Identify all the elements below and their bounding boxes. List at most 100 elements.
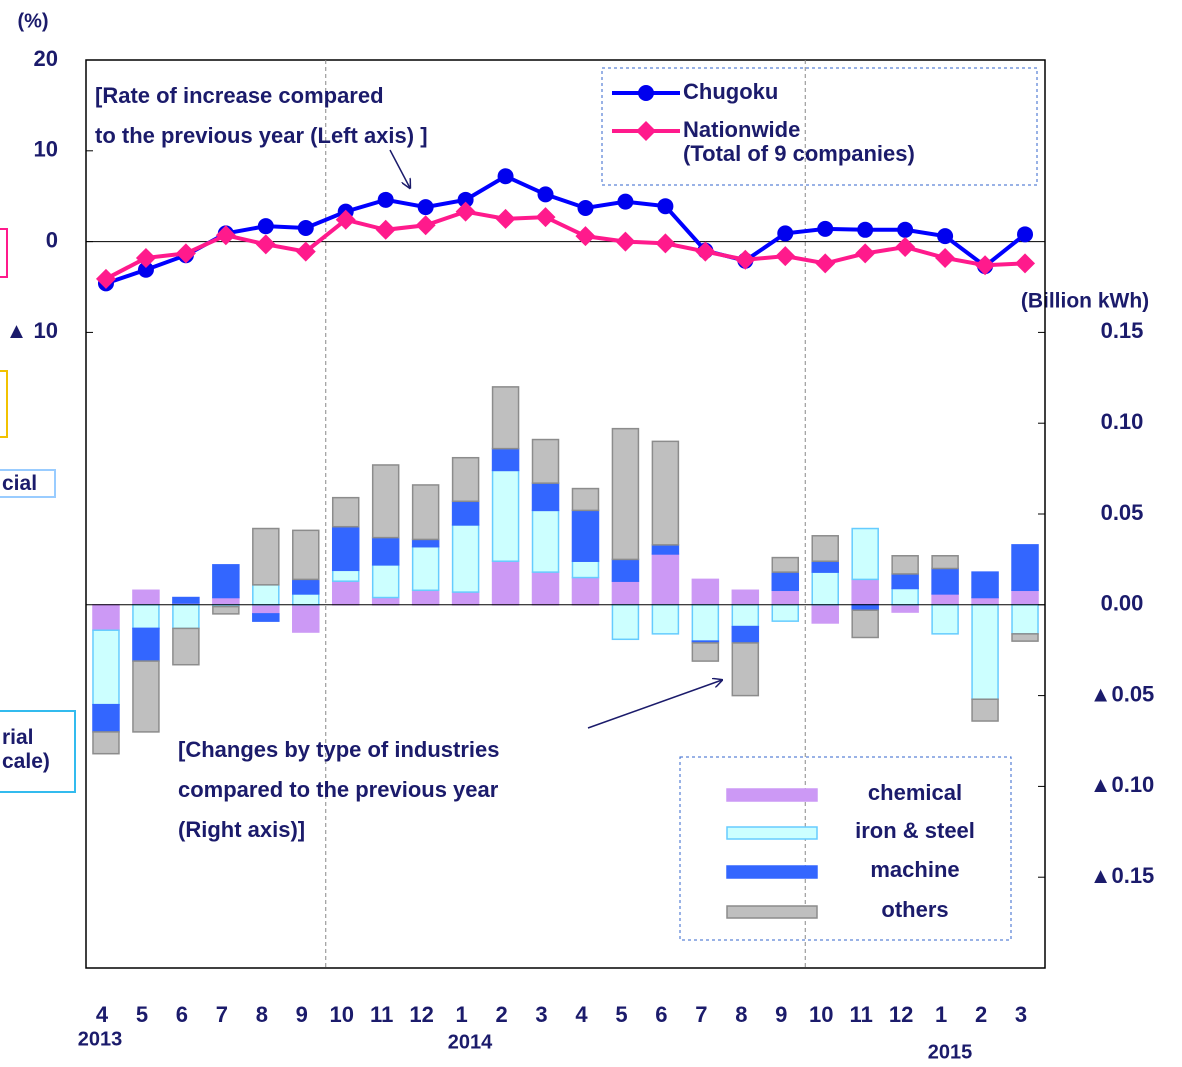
bar-segment	[92, 703, 120, 733]
legend-label: chemical	[867, 780, 963, 805]
bar-segment	[411, 538, 440, 548]
marker	[375, 219, 396, 240]
bar-segment	[971, 571, 999, 599]
bar-segment	[331, 496, 360, 528]
bar-segment	[411, 545, 440, 592]
bar-segment	[451, 591, 480, 606]
marker	[295, 241, 316, 262]
marker	[417, 199, 434, 216]
bar-segment	[531, 482, 560, 512]
y-axis-label: (%)	[17, 10, 48, 32]
bar-segment	[252, 527, 280, 586]
marker	[135, 247, 156, 268]
bar-segment	[851, 527, 879, 581]
bar-segment	[92, 731, 120, 755]
cropped-box	[0, 370, 8, 438]
x-tick-label: 2	[975, 1002, 987, 1027]
bar-segment	[731, 642, 760, 697]
bar-segment	[611, 604, 640, 641]
legend-marker	[636, 121, 656, 141]
x-tick-label: 6	[176, 1002, 188, 1027]
x-group-label: 2013	[78, 1028, 123, 1050]
marker	[815, 253, 836, 274]
legend-label: machine	[870, 857, 960, 882]
marker	[455, 201, 476, 222]
bar-segment	[172, 596, 200, 604]
bar-segment	[411, 589, 440, 606]
bar-segment	[571, 560, 600, 579]
bar-segment	[611, 558, 640, 582]
marker	[255, 234, 276, 255]
bar-segment	[571, 576, 600, 606]
marker	[577, 200, 594, 217]
marker	[257, 218, 274, 235]
x-tick-label: 12	[889, 1002, 913, 1027]
marker	[935, 247, 956, 268]
x-tick-label: 3	[1015, 1002, 1027, 1027]
bar-segment	[731, 604, 760, 628]
bar-segment	[651, 604, 680, 635]
bar-segment	[531, 509, 560, 573]
x-group-label: 2015	[928, 1041, 973, 1063]
bar-segment	[531, 571, 560, 606]
x-tick-label: 1	[935, 1002, 947, 1027]
marker	[335, 209, 356, 230]
y2-tick-label: ▲0.05	[1090, 681, 1155, 706]
bar-segment	[292, 529, 320, 581]
bar-segment	[811, 571, 839, 606]
bar-segment	[411, 484, 440, 541]
x-tick-label: 7	[216, 1002, 228, 1027]
bar-segment	[371, 596, 400, 606]
marker	[775, 246, 796, 267]
marker	[695, 241, 716, 262]
marker	[657, 198, 674, 215]
x-tick-label: 8	[735, 1002, 747, 1027]
marker	[735, 249, 756, 270]
x-tick-label: 10	[329, 1002, 353, 1027]
background-layer	[0, 228, 76, 793]
marker	[655, 233, 676, 254]
line-legend-box	[601, 67, 1038, 186]
bar-segment	[331, 580, 360, 606]
bar-segment	[451, 500, 480, 526]
bar-segment	[292, 578, 320, 595]
marker	[897, 221, 914, 238]
x-tick-label: 5	[615, 1002, 627, 1027]
y-tick-label: 0	[46, 227, 58, 252]
y2-tick-label: ▲0.15	[1090, 863, 1155, 888]
bar-segment	[331, 569, 360, 582]
bar-segment	[132, 589, 160, 606]
bar-segment	[212, 564, 240, 599]
bar-segment	[132, 627, 160, 662]
bar-segment	[212, 605, 240, 615]
x-tick-label: 2	[495, 1002, 507, 1027]
bar-segment	[1011, 544, 1039, 592]
bar-segment	[771, 604, 800, 622]
bar-segment	[92, 604, 120, 631]
x-tick-label: 7	[695, 1002, 707, 1027]
x-tick-label: 11	[370, 1002, 393, 1027]
bar-layer	[92, 386, 1039, 755]
bar-segment	[811, 604, 839, 624]
bar-segment	[971, 604, 999, 700]
marker	[857, 221, 874, 238]
bar-segment	[292, 593, 320, 606]
marker	[535, 207, 556, 228]
annotation-arrow	[587, 680, 722, 729]
bar-segment	[851, 609, 879, 639]
x-tick-label: 9	[296, 1002, 308, 1027]
marker	[777, 225, 794, 242]
bar-segment	[491, 469, 520, 562]
bar-segment	[971, 596, 999, 606]
marker	[137, 261, 154, 278]
marker	[975, 255, 996, 276]
x-tick-label: 3	[535, 1002, 547, 1027]
y2-tick-label: 0.05	[1101, 500, 1144, 525]
legend-label: others	[881, 897, 949, 922]
bar-segment	[451, 524, 480, 593]
x-tick-label: 6	[655, 1002, 667, 1027]
bar-segment	[1011, 589, 1039, 606]
bar-segment	[132, 660, 160, 733]
marker	[175, 243, 196, 264]
annotation: [Rate of increase compared to the previo…	[95, 83, 428, 148]
